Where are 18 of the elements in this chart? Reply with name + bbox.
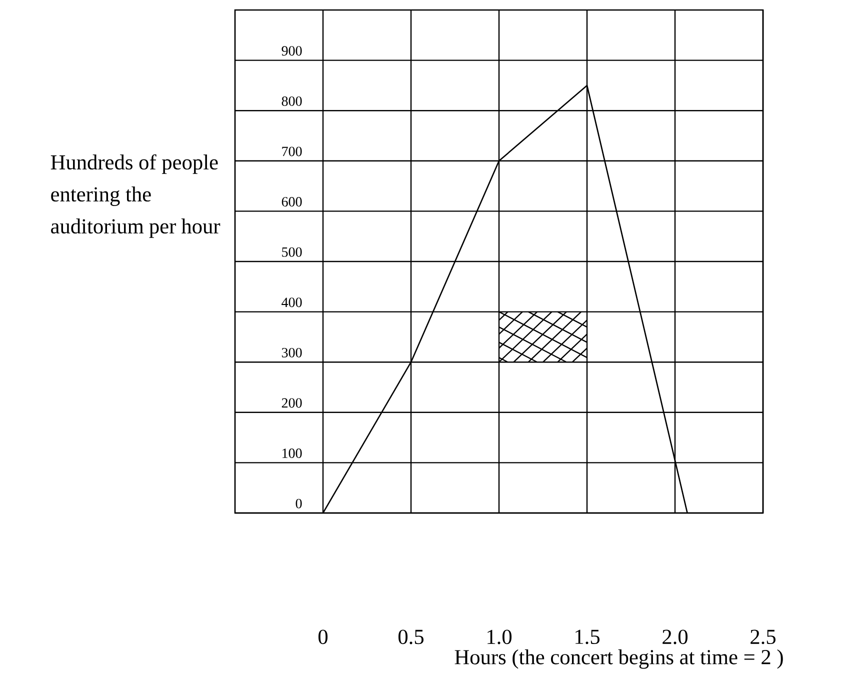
y-tick-label: 400 xyxy=(282,298,302,308)
x-axis-title: Hours (the concert begins at time = 2 ) xyxy=(454,649,783,669)
y-tick-label: 700 xyxy=(282,146,302,156)
y-tick-label: 300 xyxy=(282,348,302,358)
y-tick-label: 0 xyxy=(296,498,302,508)
x-tick-label: 0 xyxy=(318,630,328,644)
y-tick-label: 800 xyxy=(282,96,302,106)
x-tick-label: 2.5 xyxy=(750,630,776,644)
x-tick-label: 2.0 xyxy=(662,630,688,644)
y-tick-label: 900 xyxy=(282,46,302,56)
y-tick-label: 100 xyxy=(282,448,302,458)
y-tick-label: 600 xyxy=(282,197,302,206)
y-tick-label: 200 xyxy=(282,398,302,408)
y-tick-label: 500 xyxy=(282,247,302,257)
x-tick-label: 1.0 xyxy=(488,630,512,644)
x-tick-label: 1.5 xyxy=(576,630,600,644)
y-axis-title: Hundreds of people entering the auditorium per hour xyxy=(50,154,220,238)
x-tick-label: 0.5 xyxy=(398,630,424,644)
